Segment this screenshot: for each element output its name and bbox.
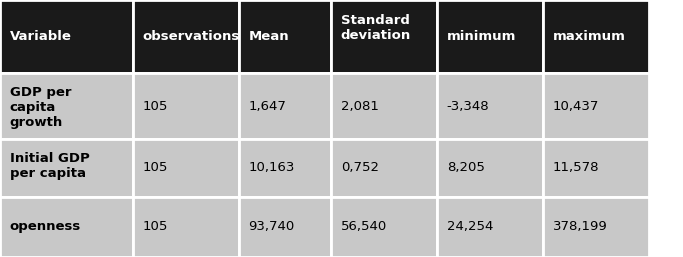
Text: 378,199: 378,199 bbox=[553, 220, 607, 233]
Bar bbox=[239, 0, 331, 73]
Text: 105: 105 bbox=[143, 161, 168, 174]
Bar bbox=[239, 73, 331, 139]
Text: observations: observations bbox=[143, 30, 240, 43]
Text: maximum: maximum bbox=[553, 30, 626, 43]
Bar bbox=[239, 197, 331, 257]
Text: 24,254: 24,254 bbox=[447, 220, 493, 233]
Bar bbox=[543, 139, 649, 197]
Bar bbox=[543, 73, 649, 139]
Bar bbox=[0, 139, 133, 197]
Text: Variable: Variable bbox=[10, 30, 72, 43]
Text: Standard
deviation: Standard deviation bbox=[341, 14, 411, 42]
Bar bbox=[331, 197, 437, 257]
Bar bbox=[0, 0, 133, 73]
Bar bbox=[133, 0, 239, 73]
Text: 11,578: 11,578 bbox=[553, 161, 599, 174]
Text: 1,647: 1,647 bbox=[249, 99, 286, 113]
Text: 10,437: 10,437 bbox=[553, 99, 599, 113]
Bar bbox=[331, 0, 437, 73]
Bar bbox=[437, 197, 543, 257]
Bar bbox=[543, 197, 649, 257]
Text: Initial GDP
per capita: Initial GDP per capita bbox=[10, 152, 89, 180]
Text: GDP per
capita
growth: GDP per capita growth bbox=[10, 86, 71, 129]
Text: -3,348: -3,348 bbox=[447, 99, 489, 113]
Text: 105: 105 bbox=[143, 99, 168, 113]
Text: 56,540: 56,540 bbox=[341, 220, 387, 233]
Text: 2,081: 2,081 bbox=[341, 99, 378, 113]
Bar bbox=[0, 73, 133, 139]
Bar bbox=[133, 139, 239, 197]
Bar bbox=[239, 139, 331, 197]
Bar bbox=[437, 139, 543, 197]
Text: 93,740: 93,740 bbox=[249, 220, 295, 233]
Bar bbox=[437, 0, 543, 73]
Bar bbox=[0, 197, 133, 257]
Text: 8,205: 8,205 bbox=[447, 161, 484, 174]
Text: 0,752: 0,752 bbox=[341, 161, 379, 174]
Bar bbox=[543, 0, 649, 73]
Text: Mean: Mean bbox=[249, 30, 289, 43]
Bar bbox=[133, 73, 239, 139]
Text: 10,163: 10,163 bbox=[249, 161, 295, 174]
Bar bbox=[133, 197, 239, 257]
Bar bbox=[331, 139, 437, 197]
Bar bbox=[331, 73, 437, 139]
Text: openness: openness bbox=[10, 220, 81, 233]
Text: minimum: minimum bbox=[447, 30, 516, 43]
Bar bbox=[437, 73, 543, 139]
Text: 105: 105 bbox=[143, 220, 168, 233]
